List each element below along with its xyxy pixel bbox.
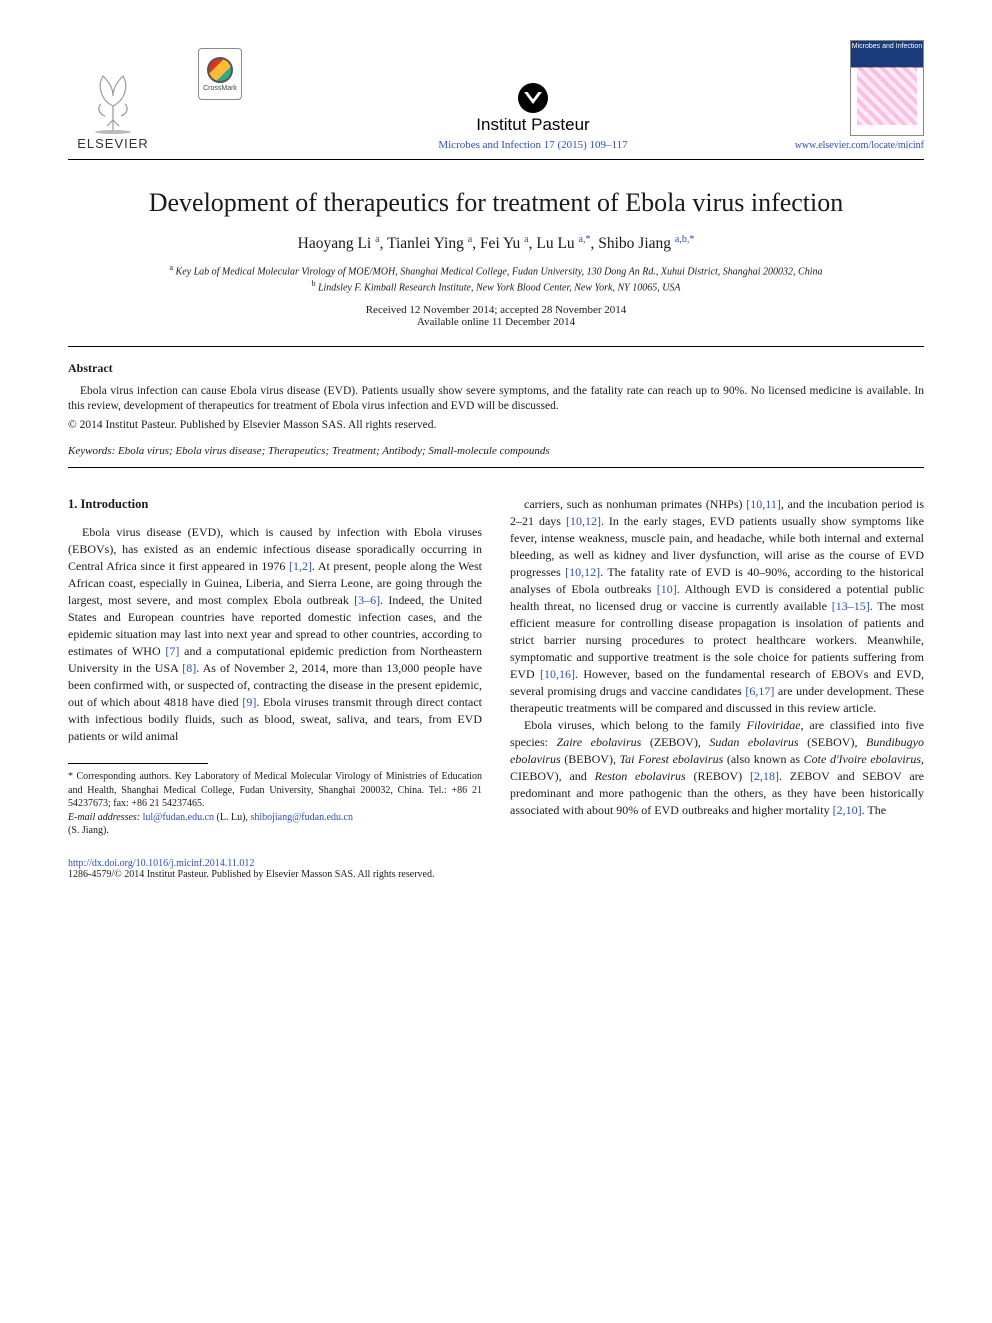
institut-pasteur-icon	[518, 83, 548, 113]
abstract-heading: Abstract	[68, 361, 924, 376]
email-1[interactable]: lul@fudan.edu.cn	[143, 812, 214, 823]
section-1-heading: 1. Introduction	[68, 496, 482, 514]
author-3: Fei Yu	[480, 235, 520, 252]
intro-paragraph-right-1: carriers, such as nonhuman primates (NHP…	[510, 496, 924, 717]
publisher-label: ELSEVIER	[77, 136, 149, 151]
received-accepted-date: Received 12 November 2014; accepted 28 N…	[68, 304, 924, 316]
available-online-date: Available online 11 December 2014	[68, 316, 924, 328]
author-list: Haoyang Li a, Tianlei Ying a, Fei Yu a, …	[68, 234, 924, 253]
journal-locate-link[interactable]: www.elsevier.com/locate/micinf	[795, 140, 924, 151]
abstract-copyright: © 2014 Institut Pasteur. Published by El…	[68, 419, 924, 431]
author-4-affil: a,*	[579, 234, 591, 245]
affiliation-b-text: Lindsley F. Kimball Research Institute, …	[318, 283, 681, 294]
institute-name: Institut Pasteur	[476, 115, 589, 135]
corresponding-author-note: * Corresponding authors. Key Laboratory …	[68, 770, 482, 811]
intro-paragraph-left: Ebola virus disease (EVD), which is caus…	[68, 524, 482, 745]
abstract-top-rule	[68, 346, 924, 347]
abstract-block: Abstract Ebola virus infection can cause…	[68, 361, 924, 431]
email-label: E-mail addresses:	[68, 812, 140, 823]
left-column: 1. Introduction Ebola virus disease (EVD…	[68, 496, 482, 838]
publisher-logo-block: ELSEVIER	[68, 66, 158, 151]
author-1: Haoyang Li	[298, 235, 372, 252]
affiliation-b: b Lindsley F. Kimball Research Institute…	[68, 279, 924, 293]
crossmark-icon	[207, 57, 233, 83]
keywords-label: Keywords:	[68, 445, 115, 457]
abstract-bottom-rule	[68, 467, 924, 468]
crossmark-label: CrossMark	[203, 85, 237, 92]
intro-paragraph-right-2: Ebola viruses, which belong to the famil…	[510, 717, 924, 819]
article-title: Development of therapeutics for treatmen…	[68, 188, 924, 218]
journal-cover-thumbnail[interactable]: Microbes and Infection	[850, 40, 924, 136]
affiliation-a-text: Key Lab of Medical Molecular Virology of…	[176, 266, 823, 277]
header-rule	[68, 159, 924, 160]
doi-block: http://dx.doi.org/10.1016/j.micinf.2014.…	[68, 858, 924, 880]
author-5: Shibo Jiang	[598, 235, 671, 252]
body-columns: 1. Introduction Ebola virus disease (EVD…	[68, 496, 924, 838]
email-2-who: (S. Jiang).	[68, 824, 482, 838]
affiliation-a: a Key Lab of Medical Molecular Virology …	[68, 263, 924, 277]
doi-link[interactable]: http://dx.doi.org/10.1016/j.micinf.2014.…	[68, 858, 924, 869]
email-2[interactable]: shibojiang@fudan.edu.cn	[250, 812, 353, 823]
footnote-separator	[68, 763, 208, 764]
journal-cover-image-icon	[857, 67, 917, 125]
author-4: Lu Lu	[536, 235, 574, 252]
issn-copyright-line: 1286-4579/© 2014 Institut Pasteur. Publi…	[68, 869, 924, 880]
crossmark-badge[interactable]: CrossMark	[198, 48, 242, 100]
footnotes: * Corresponding authors. Key Laboratory …	[68, 770, 482, 838]
author-5-affil: a,b,*	[675, 234, 694, 245]
abstract-text: Ebola virus infection can cause Ebola vi…	[68, 384, 924, 415]
author-2: Tianlei Ying	[387, 235, 464, 252]
elsevier-tree-icon	[83, 66, 143, 134]
journal-cover-block: Microbes and Infection www.elsevier.com/…	[824, 40, 924, 151]
keywords-text: Ebola virus; Ebola virus disease; Therap…	[118, 445, 550, 457]
page-header: ELSEVIER CrossMark Institut Pasteur Micr…	[68, 40, 924, 151]
author-1-affil: a	[375, 234, 379, 245]
right-column: carriers, such as nonhuman primates (NHP…	[510, 496, 924, 838]
author-3-affil: a	[524, 234, 528, 245]
institute-block: Institut Pasteur Microbes and Infection …	[242, 83, 824, 151]
journal-cover-title: Microbes and Infection	[851, 43, 923, 50]
email-1-who: (L. Lu),	[214, 812, 250, 823]
email-line: E-mail addresses: lul@fudan.edu.cn (L. L…	[68, 811, 482, 825]
keywords-line: Keywords: Ebola virus; Ebola virus disea…	[68, 445, 924, 457]
article-dates: Received 12 November 2014; accepted 28 N…	[68, 304, 924, 328]
journal-reference[interactable]: Microbes and Infection 17 (2015) 109–117	[438, 139, 627, 151]
author-2-affil: a	[468, 234, 472, 245]
